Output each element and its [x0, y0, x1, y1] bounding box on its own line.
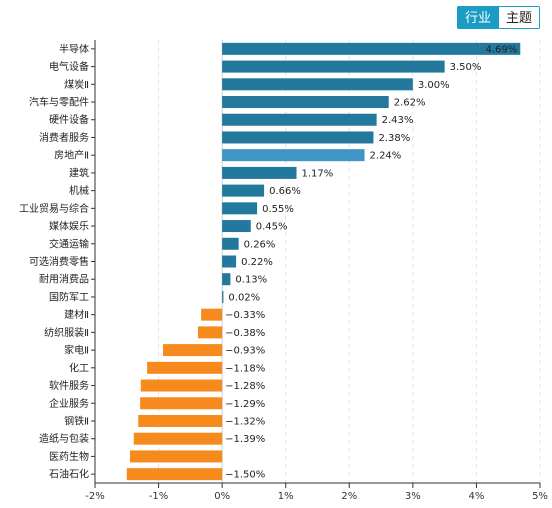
- category-label: 房地产Ⅱ: [54, 149, 89, 162]
- bar: [129, 450, 223, 463]
- bar: [140, 397, 223, 410]
- bar: [133, 432, 223, 445]
- category-label: 软件服务: [49, 379, 89, 392]
- x-tick-label: 3%: [405, 491, 421, 502]
- value-label: −1.28%: [225, 381, 265, 392]
- category-label: 硬件设备: [49, 113, 89, 126]
- category-label: 石油石化: [49, 468, 89, 481]
- category-label: 耐用消费品: [39, 273, 89, 286]
- category-label: 机械: [69, 184, 89, 197]
- bar: [222, 149, 365, 162]
- labels: 半导体 4.69% 电气设备 3.50% 煤炭Ⅱ 3.00% 汽车与零配件 2.62% 硬件设备…: [19, 42, 517, 480]
- bar: [197, 326, 223, 339]
- bar: [140, 379, 223, 392]
- bars: [126, 42, 521, 481]
- value-label: 4.69%: [486, 44, 518, 55]
- x-tick-label: 0%: [214, 491, 230, 502]
- bar: [222, 131, 374, 144]
- x-tick-label: -2%: [85, 491, 104, 502]
- value-label: −1.32%: [225, 416, 265, 427]
- category-label: 媒体娱乐: [49, 220, 89, 233]
- bar: [126, 468, 223, 481]
- x-tick-label: 5%: [532, 491, 548, 502]
- value-label: −1.29%: [225, 399, 265, 410]
- bar: [222, 184, 265, 197]
- value-label: −0.33%: [225, 310, 265, 321]
- axes: -2% -1% 0% 1% 2% 3% 4% 5%: [85, 40, 548, 502]
- category-label: 可选消费零售: [29, 255, 89, 268]
- value-label: 2.43%: [382, 115, 414, 126]
- category-toggle: 行业 主题: [456, 6, 540, 29]
- value-label: 0.45%: [256, 222, 288, 233]
- bar: [222, 202, 258, 215]
- industry-tab[interactable]: 行业: [456, 6, 499, 29]
- value-label: 1.17%: [302, 168, 334, 179]
- x-tick-label: 2%: [341, 491, 357, 502]
- bar: [147, 361, 223, 374]
- category-label: 化工: [69, 361, 89, 374]
- category-label: 消费者服务: [39, 131, 89, 144]
- value-label: 0.22%: [241, 257, 273, 268]
- bar: [201, 308, 223, 321]
- value-label: 0.13%: [235, 275, 267, 286]
- category-label: 交通运输: [49, 237, 89, 250]
- bar: [222, 290, 224, 303]
- category-label: 医药生物: [49, 450, 89, 463]
- category-label: 煤炭Ⅱ: [64, 78, 89, 91]
- category-label: 建筑: [69, 166, 89, 179]
- category-label: 钢铁Ⅱ: [64, 414, 89, 427]
- value-label: 3.00%: [418, 80, 450, 91]
- bar: [222, 113, 377, 126]
- x-tick-label: 1%: [278, 491, 294, 502]
- category-label: 半导体: [59, 42, 89, 55]
- bar: [222, 166, 297, 179]
- value-label: −0.38%: [225, 328, 265, 339]
- category-label: 汽车与零配件: [29, 96, 89, 109]
- category-label: 企业服务: [49, 397, 89, 410]
- bar: [138, 414, 223, 427]
- value-label: 0.66%: [269, 186, 301, 197]
- theme-tab[interactable]: 主题: [498, 6, 540, 29]
- category-label: 家电Ⅱ: [64, 344, 89, 357]
- value-label: 0.02%: [228, 292, 260, 303]
- value-label: −1.18%: [225, 363, 265, 374]
- category-label: 建材Ⅱ: [64, 308, 89, 321]
- bar: [222, 78, 413, 91]
- value-label: −1.39%: [225, 434, 265, 445]
- value-label: 0.26%: [244, 239, 276, 250]
- bar: [222, 42, 521, 55]
- bar: [222, 273, 231, 286]
- value-label: 3.50%: [450, 62, 482, 73]
- value-label: 2.62%: [394, 98, 426, 109]
- value-label: 2.24%: [370, 151, 402, 162]
- category-label: 造纸与包装: [39, 432, 89, 445]
- x-tick-label: 4%: [468, 491, 484, 502]
- bar: [222, 96, 389, 109]
- x-tick-label: -1%: [149, 491, 168, 502]
- category-label: 国防军工: [49, 290, 89, 303]
- category-label: 工业贸易与综合: [19, 202, 89, 215]
- category-label: 纺织服装Ⅱ: [44, 326, 89, 339]
- bar: [222, 237, 239, 250]
- category-label: 电气设备: [49, 60, 89, 73]
- bar: [163, 344, 223, 357]
- bar: [222, 255, 237, 268]
- value-label: 0.55%: [262, 204, 294, 215]
- bar: [222, 60, 445, 73]
- value-label: −1.50%: [225, 470, 265, 481]
- bar: [222, 220, 251, 233]
- value-label: −0.93%: [225, 346, 265, 357]
- value-label: 2.38%: [378, 133, 410, 144]
